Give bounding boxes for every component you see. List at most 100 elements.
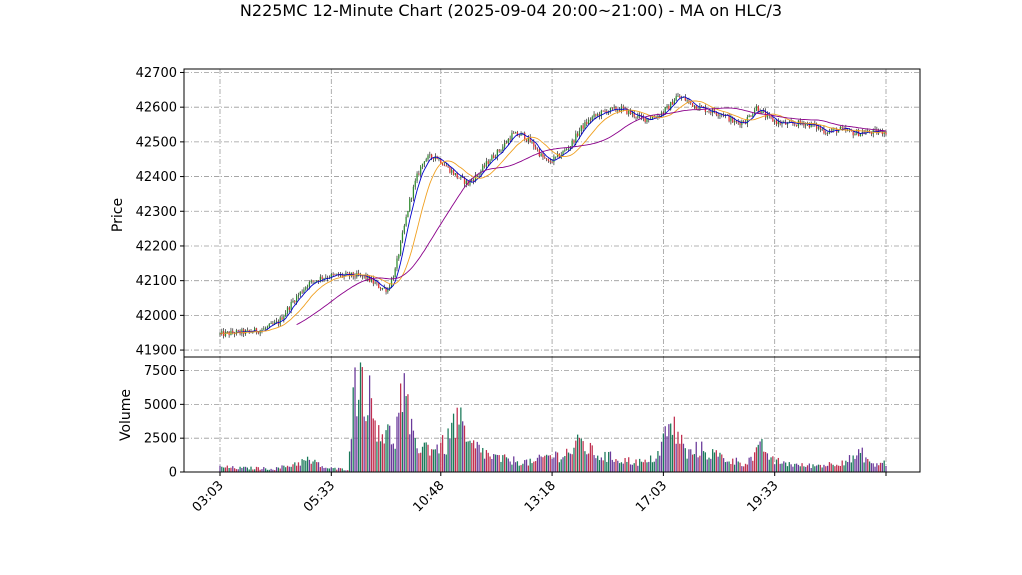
volume-bar bbox=[409, 434, 411, 472]
candle-body bbox=[496, 149, 498, 158]
candle-body bbox=[407, 211, 409, 217]
volume-bar bbox=[708, 457, 710, 472]
candle-body bbox=[447, 166, 449, 168]
candle-body bbox=[631, 112, 634, 115]
volume-bar bbox=[799, 466, 801, 472]
candle-body bbox=[524, 132, 526, 140]
candle-body bbox=[671, 101, 674, 105]
volume-bar bbox=[808, 463, 811, 472]
volume-bar bbox=[761, 438, 763, 472]
candle-body bbox=[613, 107, 615, 108]
candle-body bbox=[589, 119, 592, 121]
price-y-ticks: 41900 42000 42100 42200 42300 42400 42500 42600… bbox=[136, 66, 184, 359]
candle-body bbox=[252, 332, 254, 333]
volume-bar bbox=[487, 452, 489, 472]
volume-bar bbox=[367, 415, 369, 472]
candle-body bbox=[803, 123, 805, 126]
volume-bar bbox=[633, 463, 635, 472]
volume-bar bbox=[681, 434, 683, 472]
candle-body bbox=[394, 268, 396, 278]
candle-body bbox=[651, 116, 654, 119]
candle-body bbox=[385, 287, 387, 292]
candle-body bbox=[319, 276, 321, 282]
candle-body bbox=[688, 100, 690, 102]
volume-bar bbox=[507, 458, 509, 472]
volume-bar bbox=[735, 457, 738, 472]
candle-body bbox=[673, 100, 675, 105]
candle-body bbox=[845, 128, 847, 131]
candle-body bbox=[494, 157, 497, 158]
candle-body bbox=[775, 120, 778, 125]
volume-bar bbox=[730, 463, 732, 472]
volume-bar bbox=[372, 418, 374, 472]
candle-body bbox=[847, 130, 849, 131]
volume-bar bbox=[524, 460, 526, 472]
candle-body bbox=[854, 133, 856, 136]
volume-bar bbox=[629, 464, 632, 472]
volume-bar bbox=[462, 421, 464, 472]
candle-body bbox=[310, 280, 312, 283]
candle-body bbox=[728, 114, 730, 122]
candle-body bbox=[615, 107, 617, 111]
candle-body bbox=[774, 120, 776, 122]
candle-body bbox=[556, 153, 559, 157]
volume-bar bbox=[648, 461, 650, 472]
candle-body bbox=[750, 115, 752, 117]
candle-body bbox=[525, 139, 528, 142]
candle-body bbox=[281, 317, 283, 320]
candle-body bbox=[390, 278, 393, 287]
volume-bar bbox=[441, 435, 444, 472]
volume-bar bbox=[865, 457, 867, 472]
volume-bar bbox=[412, 430, 415, 472]
volume-bar bbox=[553, 457, 555, 472]
volume-bar bbox=[712, 449, 714, 472]
volume-bar bbox=[403, 373, 405, 472]
candle-body bbox=[432, 157, 435, 160]
candle-body bbox=[624, 108, 626, 109]
volume-y-ticks: 0 2500 5000 7500 bbox=[144, 364, 184, 481]
candle-body bbox=[451, 170, 453, 173]
candle-body bbox=[819, 126, 821, 130]
candle-body bbox=[788, 121, 790, 123]
volume-bar bbox=[549, 455, 551, 472]
candle-body bbox=[365, 275, 367, 279]
volume-bar bbox=[560, 459, 562, 472]
candle-body bbox=[684, 97, 686, 101]
volume-bar bbox=[584, 451, 586, 472]
volume-bar bbox=[752, 460, 754, 472]
price-y-label: Price bbox=[110, 198, 126, 232]
volume-bar bbox=[737, 461, 739, 472]
volume-bar bbox=[347, 470, 349, 472]
candle-body bbox=[779, 121, 781, 125]
volume-bar bbox=[314, 459, 316, 472]
candle-body bbox=[441, 163, 444, 166]
candle-body bbox=[522, 132, 524, 134]
volume-bar bbox=[615, 459, 617, 472]
volume-bar bbox=[852, 455, 854, 472]
candle-body bbox=[237, 330, 239, 332]
candle-body bbox=[221, 331, 223, 334]
price-tick-label: 42200 bbox=[136, 239, 177, 254]
volume-bar bbox=[812, 464, 814, 472]
volume-bar bbox=[463, 425, 466, 472]
volume-bar bbox=[558, 462, 561, 472]
volume-bar bbox=[535, 461, 537, 472]
candle-body bbox=[883, 132, 885, 135]
candle-body bbox=[770, 115, 772, 118]
candle-body bbox=[545, 158, 548, 160]
volume-bar bbox=[587, 453, 590, 472]
volume-bar bbox=[226, 465, 228, 472]
candle-body bbox=[347, 272, 349, 274]
x-axis-ticks: 03:03 05:33 10:48 13:18 17:03 19:33 bbox=[190, 472, 887, 515]
volume-bar bbox=[609, 451, 612, 472]
volume-bar bbox=[806, 465, 809, 472]
candle-body bbox=[604, 110, 606, 112]
candle-body bbox=[693, 105, 696, 107]
volume-bar bbox=[281, 465, 283, 472]
volume-bar bbox=[376, 441, 378, 472]
volume-bar bbox=[452, 413, 455, 472]
candle-body bbox=[493, 155, 495, 158]
volume-bar bbox=[250, 466, 252, 472]
volume-bar bbox=[746, 464, 748, 472]
x-tick-label: 03:03 bbox=[190, 478, 227, 515]
